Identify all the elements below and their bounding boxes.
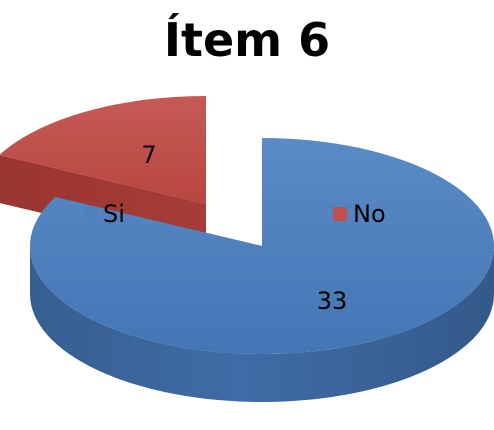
data-label-no: 7 [141, 141, 156, 169]
slice-top [29, 138, 494, 354]
pie-slice-si [29, 138, 494, 402]
legend-item-no: No [333, 200, 386, 228]
slice-top [0, 96, 206, 204]
chart-title: Ítem 6 [163, 13, 331, 67]
legend-label: No [353, 200, 386, 228]
legend-item-si: Si [83, 200, 125, 228]
legend-swatch [333, 207, 347, 221]
legend-label: Si [103, 200, 125, 228]
legend-swatch [83, 207, 97, 221]
data-label-si: 33 [317, 287, 348, 315]
slice-side [30, 246, 494, 402]
